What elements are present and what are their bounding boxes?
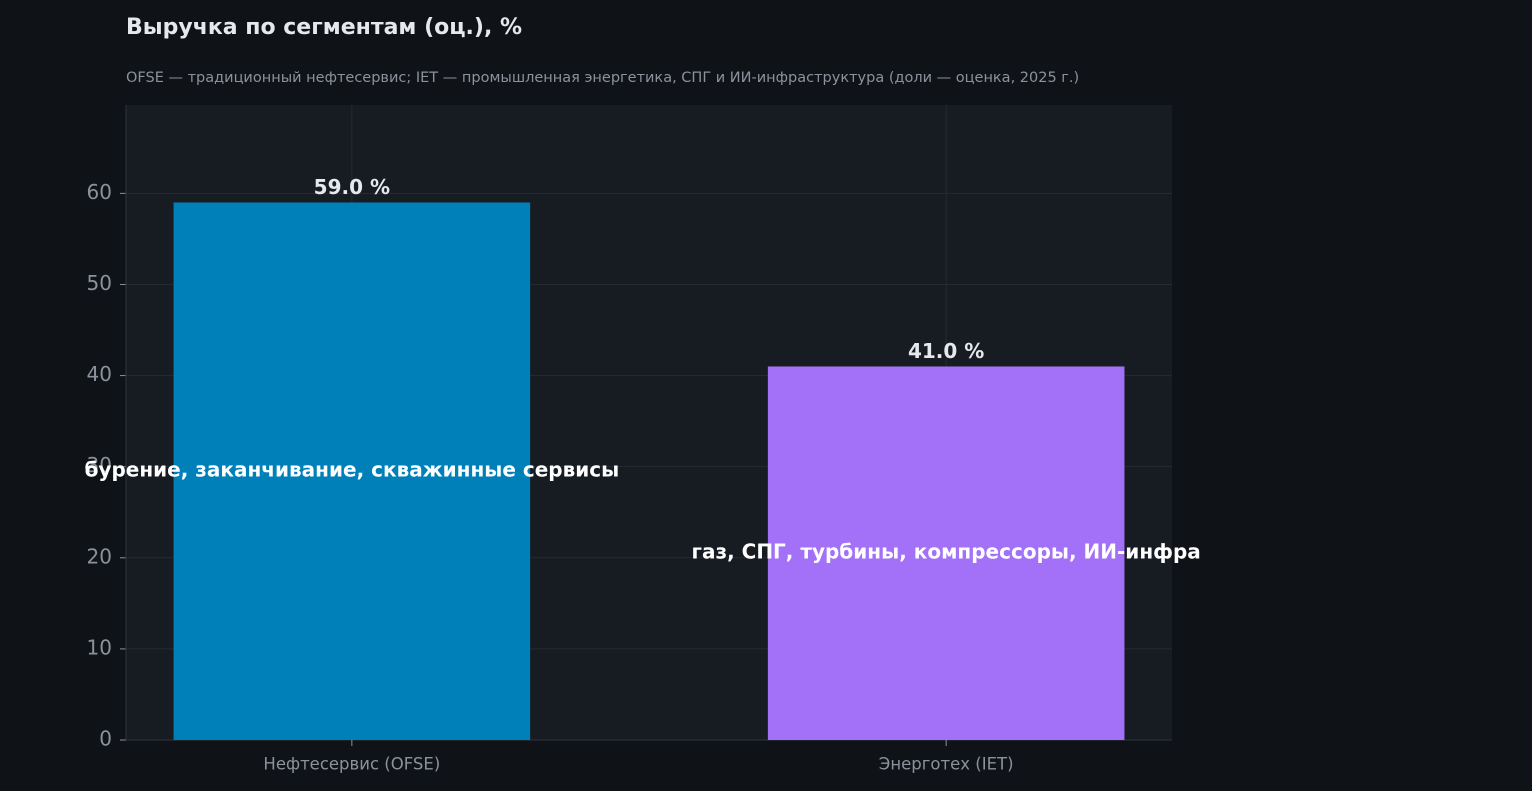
y-tick-label: 10 (87, 635, 112, 659)
x-tick-label: Нефтесервис (OFSE) (263, 755, 440, 774)
value-label: 59.0 % (314, 175, 390, 199)
value-label: 41.0 % (908, 339, 984, 363)
y-tick-label: 20 (87, 544, 112, 568)
y-tick-label: 30 (87, 453, 112, 477)
x-tick-label: Энерготех (IET) (879, 755, 1014, 774)
y-tick-label: 60 (87, 180, 112, 204)
chart-title: Выручка по сегментам (оц.), % (126, 15, 522, 40)
chart-subtitle: OFSE — традиционный нефтесервис; IET — п… (126, 70, 1079, 86)
y-tick-label: 0 (99, 727, 112, 751)
bar (767, 366, 1125, 740)
bar-annotation: бурение, заканчивание, скважинные сервис… (84, 458, 619, 482)
y-tick-label: 50 (87, 271, 112, 295)
bar (173, 202, 531, 741)
bar-annotation: газ, СПГ, турбины, компрессоры, ИИ-инфра (692, 540, 1201, 564)
y-tick-label: 40 (87, 362, 112, 386)
